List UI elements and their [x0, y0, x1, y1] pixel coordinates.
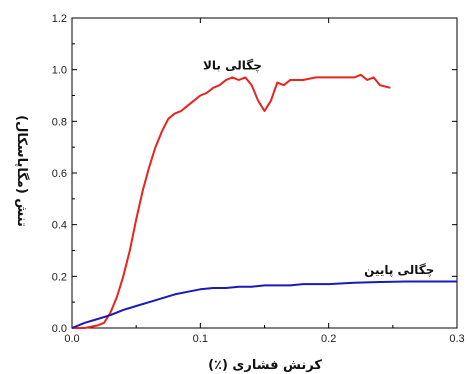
- y-tick-label: 0.4: [52, 220, 67, 232]
- x-tick-label: 0.0: [64, 333, 79, 345]
- y-tick-label: 0.6: [52, 168, 67, 180]
- x-tick-label: 0.2: [321, 333, 336, 345]
- series-line-low-density: [71, 280, 457, 329]
- x-tick-label: 0.3: [449, 333, 464, 345]
- y-tick-label: 1.2: [52, 13, 67, 25]
- series-annotation-label: چگالی بالا: [203, 59, 262, 73]
- y-tick-label: 1.0: [52, 65, 67, 77]
- y-axis-title: تنش (مگاپاسکال): [14, 115, 30, 227]
- y-tick-label: 0.8: [52, 116, 67, 128]
- series-annotation-label: چگالی پایین: [364, 263, 434, 277]
- y-tick-label: 0.0: [52, 323, 67, 335]
- y-tick-label: 0.2: [52, 271, 67, 283]
- series-line-high-density: [72, 73, 391, 329]
- x-axis-title: کرنش فشاری (٪): [208, 358, 322, 373]
- x-tick-label: 0.1: [193, 333, 208, 345]
